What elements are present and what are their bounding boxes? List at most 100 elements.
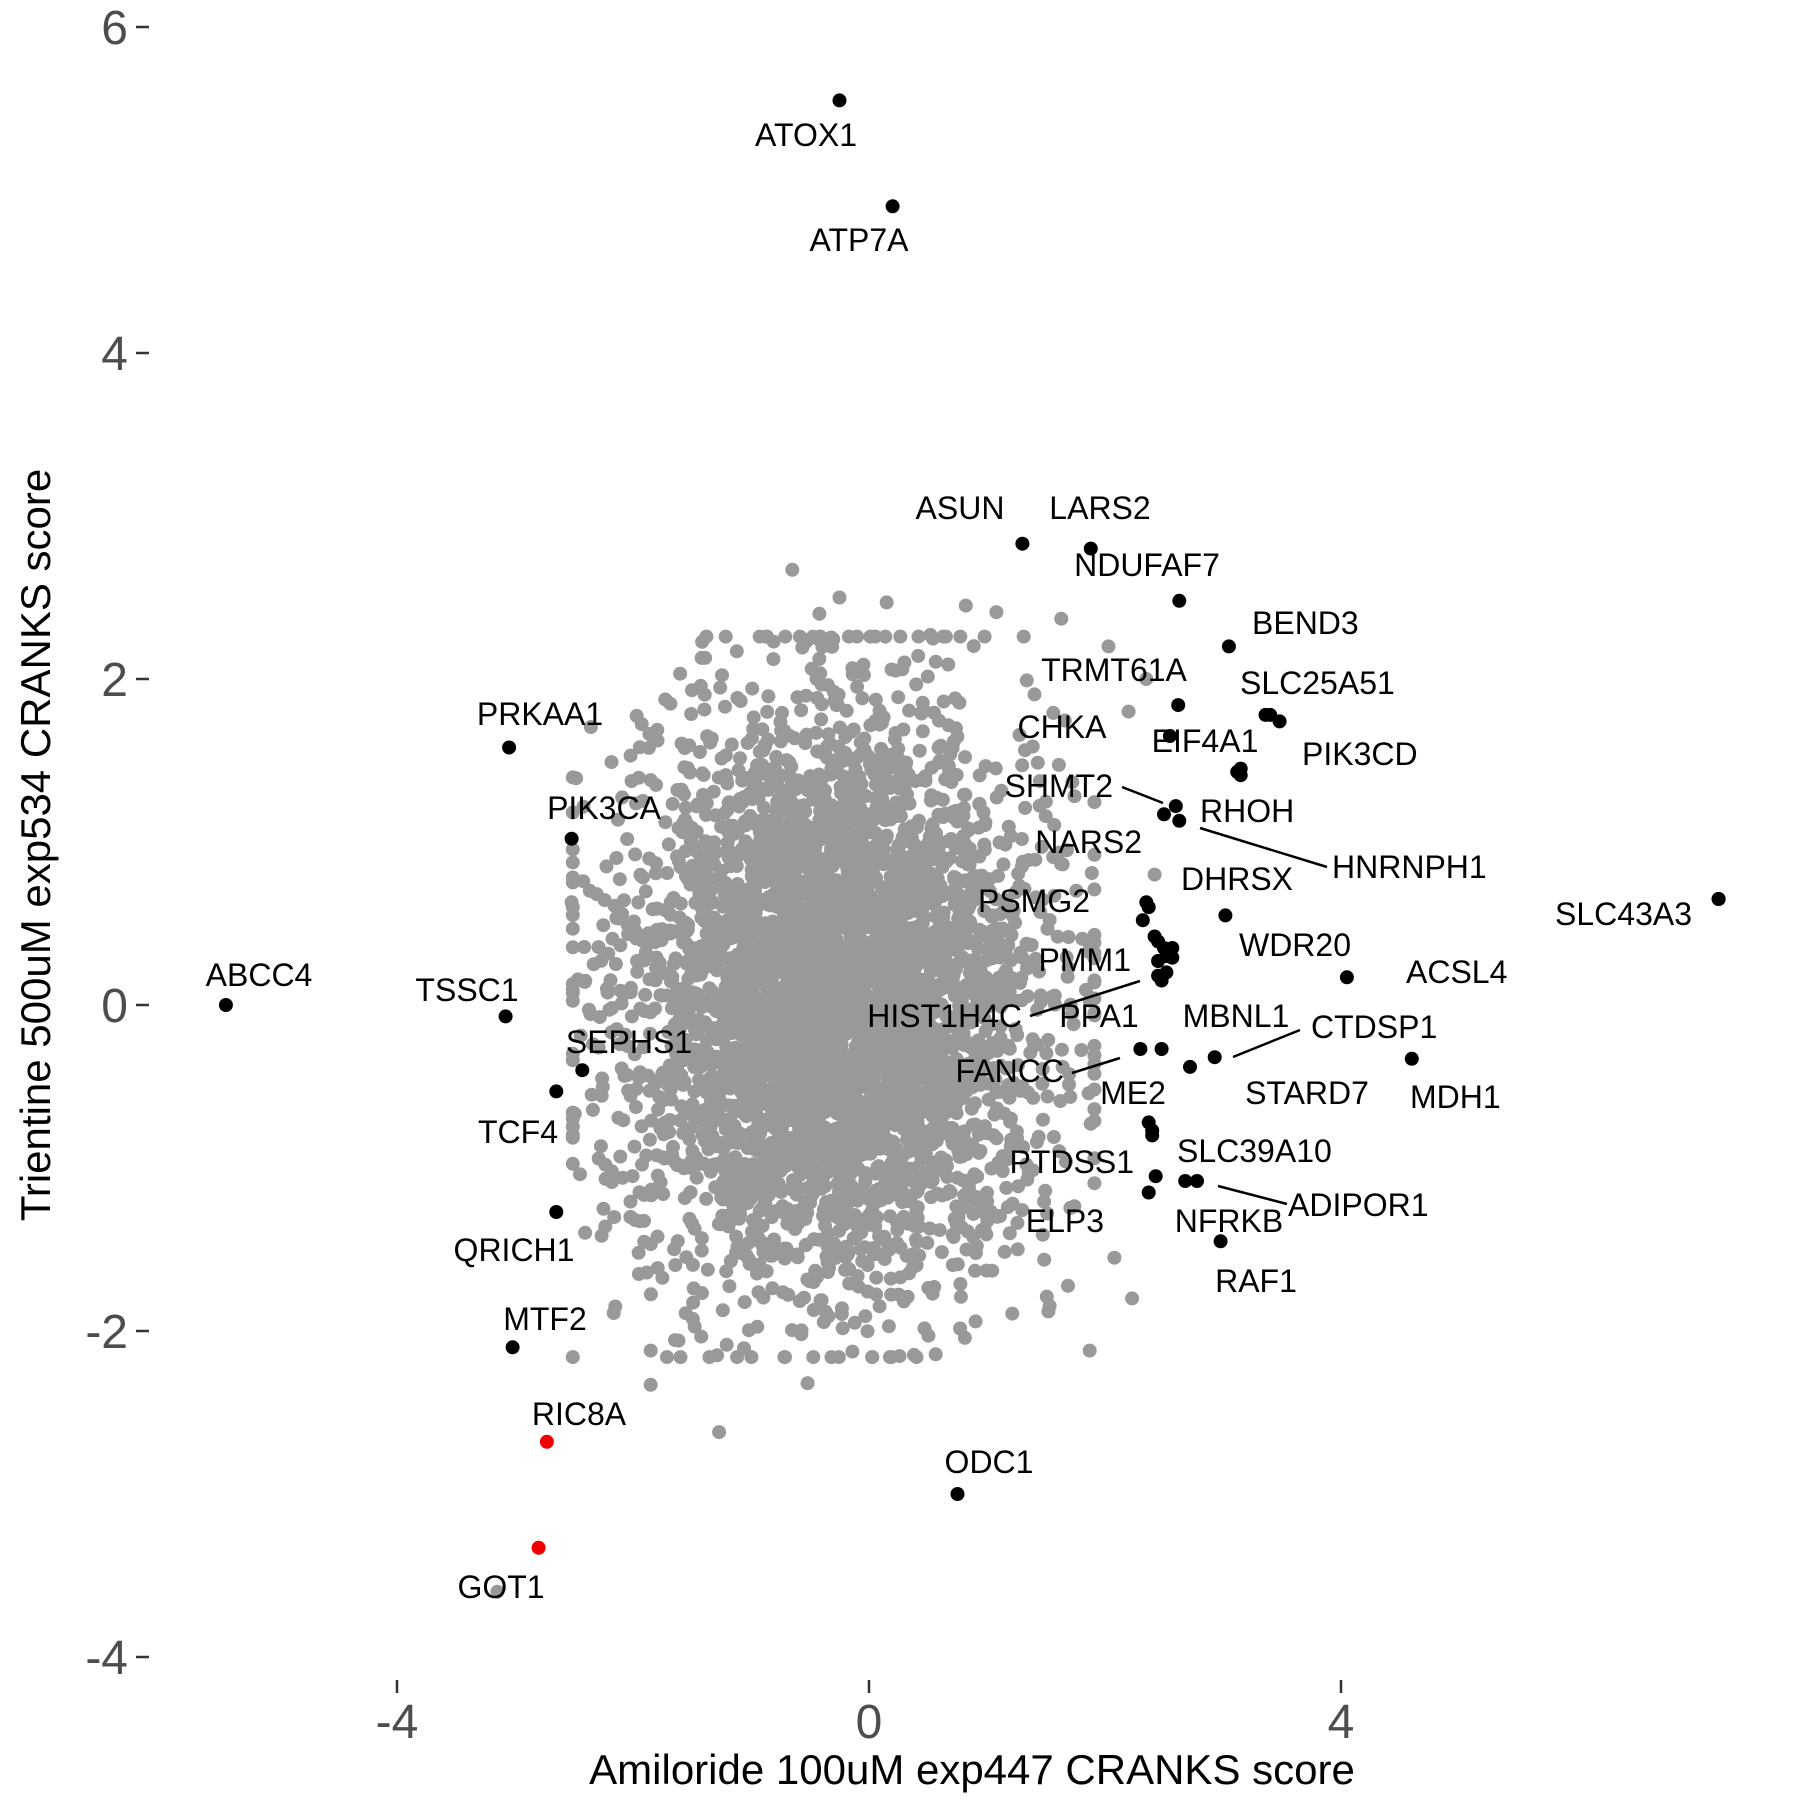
background-point (1015, 758, 1030, 773)
background-point (596, 918, 611, 933)
background-point (893, 629, 908, 644)
background-point (881, 993, 896, 1008)
background-point (812, 944, 827, 959)
background-point (709, 1049, 724, 1064)
background-point (720, 970, 735, 985)
background-point (972, 768, 987, 783)
background-point (714, 819, 729, 834)
background-point (1019, 673, 1034, 688)
background-point (964, 1101, 979, 1116)
background-point (756, 1171, 771, 1186)
background-point (894, 1064, 909, 1079)
background-point (684, 707, 699, 721)
background-point (832, 590, 847, 605)
background-point (786, 1173, 800, 1188)
point-ndufaf7 (1172, 593, 1187, 608)
background-point (643, 1343, 658, 1358)
background-point (930, 1186, 945, 1201)
background-point (984, 909, 999, 924)
background-point (631, 1245, 646, 1260)
background-point (674, 1158, 689, 1173)
background-point (762, 1085, 777, 1100)
background-point (774, 723, 789, 738)
background-point (1059, 1154, 1073, 1169)
background-point (672, 1011, 687, 1026)
background-point (783, 849, 798, 864)
background-point (881, 956, 896, 971)
label-leader-lines (1029, 785, 1328, 1206)
background-point (668, 1333, 682, 1348)
background-point (739, 1039, 754, 1054)
background-point (797, 1061, 812, 1076)
background-point (1015, 1079, 1030, 1094)
background-point (817, 1029, 832, 1044)
background-point (655, 1067, 670, 1082)
label-slc43a3: SLC43A3 (1555, 896, 1692, 932)
background-point (658, 1115, 673, 1130)
background-point (1059, 843, 1074, 858)
background-point (773, 1015, 788, 1030)
background-point (565, 1130, 580, 1145)
background-point (977, 1119, 992, 1134)
background-point (658, 815, 673, 830)
background-point (771, 792, 786, 807)
background-point (996, 857, 1011, 872)
background-point (909, 1235, 924, 1250)
background-point (868, 629, 883, 644)
background-point (809, 725, 824, 740)
background-point (677, 1102, 692, 1117)
background-point (760, 704, 775, 719)
point-atp7a (885, 199, 900, 214)
point-shmt2 (1157, 807, 1171, 822)
background-point (943, 1185, 958, 1200)
background-point (1004, 1082, 1019, 1097)
background-point (834, 903, 849, 917)
background-point (733, 1207, 748, 1222)
background-point (1061, 930, 1076, 944)
background-point (780, 972, 795, 987)
highlighted-point (1145, 1128, 1160, 1143)
background-point (1081, 1086, 1096, 1101)
background-point (615, 907, 630, 921)
background-point (978, 1024, 993, 1038)
background-point (994, 783, 1009, 798)
background-point (612, 872, 627, 887)
background-point (862, 996, 877, 1011)
background-point (582, 1002, 596, 1017)
background-point (968, 1263, 982, 1278)
background-point (718, 1122, 733, 1137)
point-me2 (1154, 1042, 1169, 1056)
background-point (934, 1245, 949, 1260)
background-point (723, 1020, 738, 1035)
background-point (1018, 743, 1032, 758)
background-point (1051, 757, 1066, 772)
background-point (632, 1071, 646, 1085)
background-point (642, 972, 657, 987)
label-shmt2: SHMT2 (1005, 768, 1113, 804)
background-point (768, 923, 783, 938)
label-pmm1: PMM1 (1039, 942, 1131, 978)
background-point (565, 1105, 580, 1120)
label-pik3ca: PIK3CA (547, 790, 661, 826)
background-point (1101, 639, 1116, 654)
background-point (746, 710, 761, 725)
leader-line (1029, 979, 1141, 1018)
background-point (989, 605, 1004, 620)
background-point (993, 1019, 1008, 1034)
background-point (758, 1068, 773, 1083)
background-point (565, 940, 580, 955)
background-point (689, 1027, 703, 1042)
background-point (872, 703, 887, 718)
background-point (1054, 611, 1069, 626)
background-point (901, 1216, 916, 1231)
background-point (678, 921, 693, 936)
background-point (889, 924, 904, 939)
background-point (1087, 1102, 1102, 1117)
background-point (980, 1076, 995, 1091)
background-point (728, 1002, 743, 1017)
background-point (1087, 1151, 1102, 1166)
label-got1: GOT1 (457, 1569, 544, 1605)
background-point (754, 1237, 769, 1252)
background-point (891, 690, 906, 705)
background-point (697, 906, 712, 921)
